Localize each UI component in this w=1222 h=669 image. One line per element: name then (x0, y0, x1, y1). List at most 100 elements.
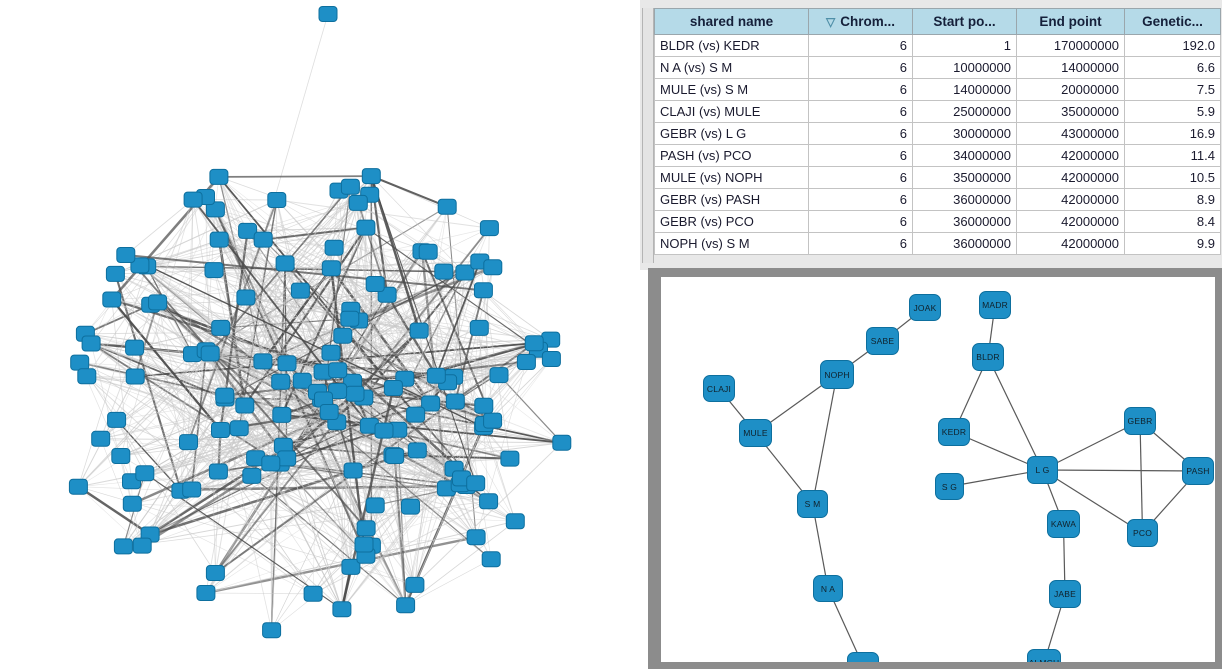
subnetwork-node-mule[interactable]: MULE (739, 419, 772, 447)
subnetwork-node-pco[interactable]: PCO (1127, 519, 1158, 547)
main-network-node[interactable] (132, 537, 152, 554)
table-cell-genetic[interactable]: 8.9 (1124, 188, 1221, 211)
subnetwork-node-kedr[interactable]: KEDR (938, 418, 970, 446)
main-network-node[interactable] (105, 265, 125, 282)
data-table[interactable]: shared name ▽ Chrom... Start po... End point… (654, 8, 1221, 255)
main-network-edge[interactable] (116, 419, 182, 492)
table-cell-chromosome[interactable]: 6 (808, 144, 913, 167)
subnetwork-node-gebr[interactable]: GEBR (1124, 407, 1156, 435)
main-network-edge[interactable] (251, 475, 352, 568)
main-network-node[interactable] (238, 222, 258, 239)
main-network-edge[interactable] (365, 227, 490, 502)
main-network-edge[interactable] (358, 251, 423, 321)
table-cell-end_point[interactable]: 14000000 (1016, 56, 1125, 79)
main-network-node[interactable] (426, 367, 446, 384)
table-cell-chromosome[interactable]: 6 (808, 188, 913, 211)
table-row[interactable]: NOPH (vs) S M 6 36000000 42000000 9.9 (654, 232, 1221, 255)
main-network-edge[interactable] (418, 330, 432, 404)
main-network-node[interactable] (211, 319, 231, 336)
main-network-edge[interactable] (120, 175, 372, 457)
main-network-edge[interactable] (100, 438, 143, 546)
main-network-edge[interactable] (132, 503, 314, 595)
table-row[interactable]: CLAJI (vs) MULE 6 25000000 35000000 5.9 (654, 100, 1221, 123)
main-network-node[interactable] (77, 368, 97, 385)
table-cell-end_point[interactable]: 35000000 (1016, 100, 1125, 123)
table-scrollbar-thumb[interactable] (643, 8, 653, 263)
main-network-node[interactable] (466, 529, 486, 546)
table-cell-end_point[interactable]: 42000000 (1016, 210, 1125, 233)
main-network-node[interactable] (418, 243, 438, 260)
main-network-edge[interactable] (125, 254, 385, 431)
main-network-node[interactable] (479, 493, 499, 510)
main-network-edge[interactable] (188, 441, 462, 479)
main-network-node[interactable] (328, 362, 348, 379)
main-network-edge[interactable] (144, 411, 330, 474)
main-network-edge[interactable] (392, 261, 481, 456)
main-network-node[interactable] (277, 355, 297, 372)
table-cell-start_point[interactable]: 36000000 (912, 210, 1017, 233)
main-network-edge[interactable] (86, 176, 220, 377)
main-network-edge[interactable] (139, 264, 492, 560)
main-network-node[interactable] (111, 448, 131, 464)
main-network-node[interactable] (321, 260, 341, 277)
table-cell-start_point[interactable]: 36000000 (912, 232, 1017, 255)
subnetwork-node-noph[interactable]: NOPH (820, 360, 854, 389)
main-network-node[interactable] (179, 434, 198, 451)
main-network-node[interactable] (262, 622, 282, 639)
main-network-edge[interactable] (461, 327, 480, 479)
table-cell-genetic[interactable]: 11.4 (1124, 144, 1221, 167)
main-network-node[interactable] (333, 327, 353, 344)
main-network-node[interactable] (91, 430, 111, 447)
table-cell-shared_name[interactable]: GEBR (vs) PCO (654, 210, 809, 233)
main-network-edge[interactable] (220, 327, 416, 586)
main-network-edge[interactable] (142, 470, 354, 546)
main-network-node[interactable] (516, 354, 536, 370)
main-network-edge[interactable] (461, 358, 552, 479)
table-cell-genetic[interactable]: 5.9 (1124, 100, 1221, 123)
main-network-edge[interactable] (157, 302, 240, 429)
main-network-edge[interactable] (301, 380, 352, 568)
main-network-edge[interactable] (414, 423, 485, 586)
main-network-edge[interactable] (245, 290, 484, 298)
table-cell-end_point[interactable]: 42000000 (1016, 188, 1125, 211)
main-network-node[interactable] (68, 478, 88, 495)
main-network-node[interactable] (148, 294, 168, 311)
main-network-edge[interactable] (218, 176, 352, 568)
subnetwork-node-joak[interactable]: JOAK (909, 294, 941, 321)
main-network-node[interactable] (70, 354, 90, 371)
main-network-node[interactable] (474, 397, 494, 414)
main-network-node[interactable] (292, 372, 312, 389)
main-network-edge[interactable] (262, 361, 343, 610)
main-network-edge[interactable] (286, 458, 343, 610)
main-network-node[interactable] (407, 442, 427, 459)
table-cell-chromosome[interactable]: 6 (808, 210, 913, 233)
main-network-node[interactable] (196, 585, 216, 601)
main-network-edge[interactable] (276, 199, 448, 383)
main-network-edge[interactable] (443, 271, 492, 560)
main-network-edge[interactable] (205, 501, 489, 594)
main-network-edge[interactable] (180, 490, 416, 586)
table-header-genetic[interactable]: Genetic... (1124, 8, 1221, 35)
subnetwork-node-almch[interactable]: ALMCH (1027, 649, 1061, 662)
main-network-edge[interactable] (404, 378, 476, 484)
main-network-view[interactable] (0, 0, 640, 669)
subnetwork-node-madr[interactable]: MADR (979, 291, 1011, 319)
main-network-edge[interactable] (371, 175, 539, 351)
main-network-edge[interactable] (219, 239, 423, 252)
main-network-node[interactable] (253, 231, 273, 248)
table-cell-start_point[interactable]: 14000000 (912, 78, 1017, 101)
main-network-node[interactable] (365, 276, 385, 292)
main-network-edge[interactable] (188, 441, 411, 507)
table-cell-shared_name[interactable]: NOPH (vs) S M (654, 232, 809, 255)
main-network-edge[interactable] (123, 350, 207, 547)
main-network-node[interactable] (437, 198, 457, 215)
main-network-edge[interactable] (134, 376, 314, 595)
main-network-node[interactable] (365, 497, 385, 514)
table-cell-shared_name[interactable]: N A (vs) S M (654, 56, 809, 79)
main-network-edge[interactable] (330, 289, 484, 354)
table-cell-genetic[interactable]: 16.9 (1124, 122, 1221, 145)
main-network-edge[interactable] (312, 358, 552, 595)
main-network-edge[interactable] (283, 444, 394, 456)
main-network-edge[interactable] (245, 186, 351, 298)
main-network-node[interactable] (271, 373, 291, 390)
